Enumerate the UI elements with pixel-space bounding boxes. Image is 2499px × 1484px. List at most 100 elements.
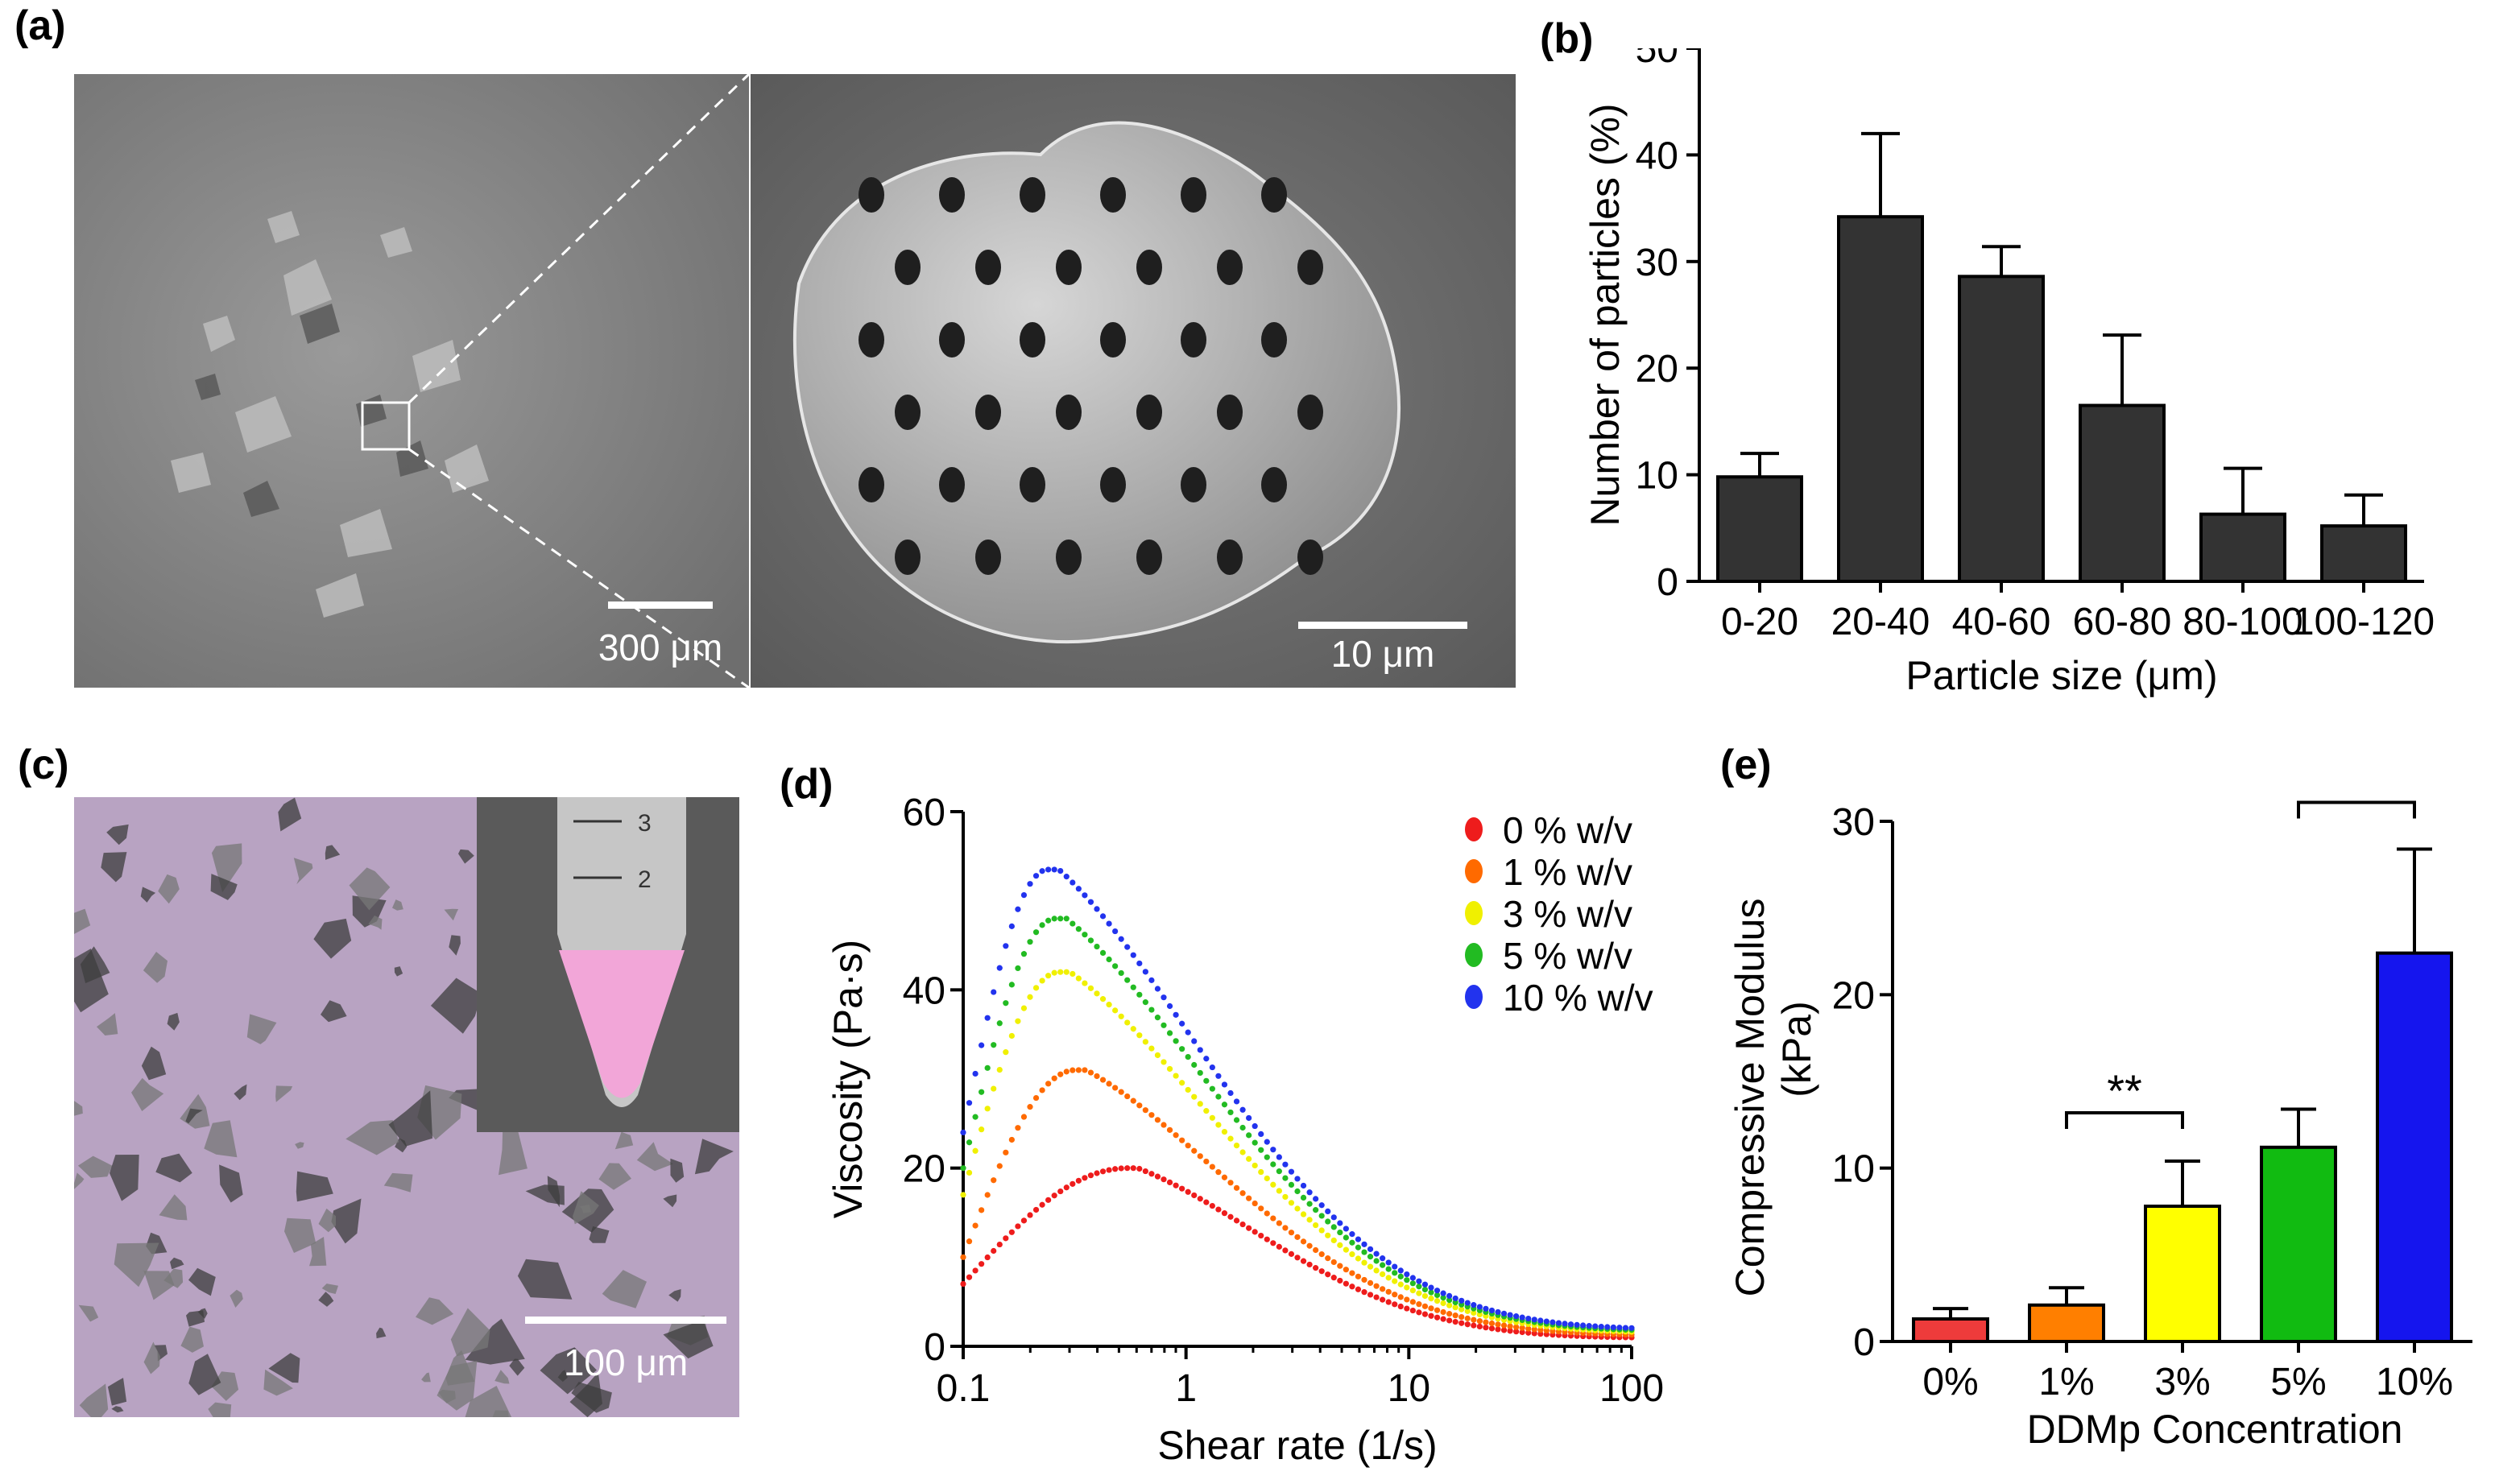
- data-point: [1276, 1243, 1282, 1250]
- data-point: [1446, 1292, 1453, 1299]
- data-point: [984, 1192, 991, 1198]
- data-point: [1434, 1288, 1441, 1294]
- data-point: [1087, 899, 1094, 905]
- data-point: [1112, 1085, 1119, 1091]
- data-point: [966, 1274, 973, 1280]
- data-point: [1057, 916, 1064, 922]
- data-point: [1020, 891, 1028, 899]
- data-point: [1458, 1313, 1465, 1321]
- bar: [2028, 1303, 2105, 1344]
- data-point: [1404, 1296, 1410, 1303]
- data-point: [1367, 1254, 1374, 1260]
- data-point: [1428, 1312, 1434, 1319]
- data-point: [1300, 1194, 1307, 1201]
- data-point: [1392, 1278, 1398, 1284]
- legend-label: 10 % w/v: [1503, 977, 1653, 1019]
- data-point: [1020, 1005, 1028, 1011]
- data-point: [1500, 1327, 1508, 1333]
- data-point: [1343, 1280, 1349, 1287]
- data-point: [1404, 1305, 1410, 1312]
- data-point: [1045, 973, 1052, 979]
- data-point: [1488, 1325, 1496, 1332]
- data-point: [1385, 1288, 1392, 1295]
- data-point: [1099, 1168, 1107, 1175]
- data-point: [1294, 1205, 1301, 1212]
- pore: [1056, 539, 1082, 575]
- debris-particle: [142, 1270, 175, 1300]
- data-point: [978, 1042, 985, 1048]
- data-point: [1355, 1236, 1362, 1242]
- data-point: [1392, 1292, 1398, 1298]
- data-point: [1458, 1306, 1465, 1312]
- data-point: [960, 1280, 966, 1288]
- sem-zoom-drawing: 10 μm: [751, 74, 1516, 688]
- data-point: [1519, 1325, 1525, 1331]
- debris-particle: [204, 1120, 238, 1158]
- debris-particle: [140, 887, 156, 903]
- data-point: [1154, 1173, 1161, 1180]
- data-point: [1343, 1267, 1349, 1273]
- debris-particle: [141, 1046, 167, 1081]
- data-point: [1616, 1325, 1623, 1331]
- data-point: [1258, 1131, 1264, 1138]
- data-point: [1161, 1059, 1167, 1065]
- data-point: [1598, 1324, 1604, 1330]
- bar: [2260, 1145, 2337, 1343]
- data-point: [1264, 1236, 1270, 1242]
- data-point: [1294, 1234, 1301, 1240]
- data-point: [1337, 1263, 1343, 1269]
- data-point: [972, 1222, 978, 1229]
- data-point: [1337, 1242, 1343, 1248]
- pore: [1136, 539, 1162, 575]
- data-point: [1622, 1325, 1629, 1331]
- data-point: [1270, 1181, 1276, 1188]
- debris-particle: [509, 1358, 525, 1376]
- data-point: [1421, 1311, 1429, 1317]
- data-point: [1154, 1015, 1161, 1021]
- debris-particle: [278, 797, 302, 832]
- scalebar-line-100um: [525, 1317, 726, 1324]
- data-point: [1027, 994, 1033, 1000]
- data-point: [1124, 1165, 1131, 1172]
- data-point: [1500, 1322, 1508, 1329]
- y-tick-label: 20: [903, 1148, 945, 1191]
- data-point: [972, 1114, 978, 1120]
- data-point: [1003, 1049, 1009, 1056]
- data-point: [984, 1106, 991, 1112]
- data-point: [1300, 1211, 1307, 1217]
- data-point: [1233, 1142, 1240, 1149]
- data-point: [972, 1147, 978, 1154]
- data-point: [1027, 939, 1033, 945]
- data-point: [1488, 1307, 1496, 1314]
- data-point: [1288, 1250, 1295, 1257]
- data-point: [1270, 1147, 1276, 1153]
- pore: [1181, 467, 1206, 502]
- debris-particle: [331, 1198, 362, 1244]
- data-point: [960, 1254, 966, 1260]
- data-point: [1191, 1192, 1198, 1199]
- x-tick-label: 0%: [1922, 1361, 1978, 1403]
- data-point: [1112, 1007, 1119, 1014]
- debris-particle: [263, 1369, 293, 1396]
- chart-b: 0 10 20 30 40 50 0-20 20-40 40-60 60-80 80-100100-…: [1583, 48, 2435, 698]
- data-point: [1373, 1294, 1380, 1300]
- bar: [2199, 512, 2286, 584]
- data-point: [1476, 1318, 1483, 1325]
- data-point: [1325, 1255, 1331, 1262]
- y-axis-title: Viscosity (Pa·s): [825, 940, 871, 1218]
- data-point: [1495, 1308, 1501, 1316]
- data-point: [991, 1042, 997, 1048]
- data-point: [1148, 1171, 1155, 1177]
- data-point: [1440, 1300, 1446, 1307]
- debris-particle: [208, 1402, 232, 1417]
- data-point: [1215, 1122, 1222, 1128]
- data-point: [1246, 1225, 1252, 1231]
- data-point: [1385, 1275, 1392, 1281]
- debris-particle: [77, 1155, 113, 1178]
- data-point: [991, 1247, 997, 1255]
- data-point: [1136, 1102, 1143, 1109]
- chart-e: 0 10 20 30 0% 1% 3% 5% 10%DDMp Concentration Comp…: [1727, 789, 2472, 1452]
- tube-mark-3: 3: [638, 810, 652, 837]
- data-point: [1574, 1321, 1580, 1328]
- data-point: [1179, 1137, 1185, 1143]
